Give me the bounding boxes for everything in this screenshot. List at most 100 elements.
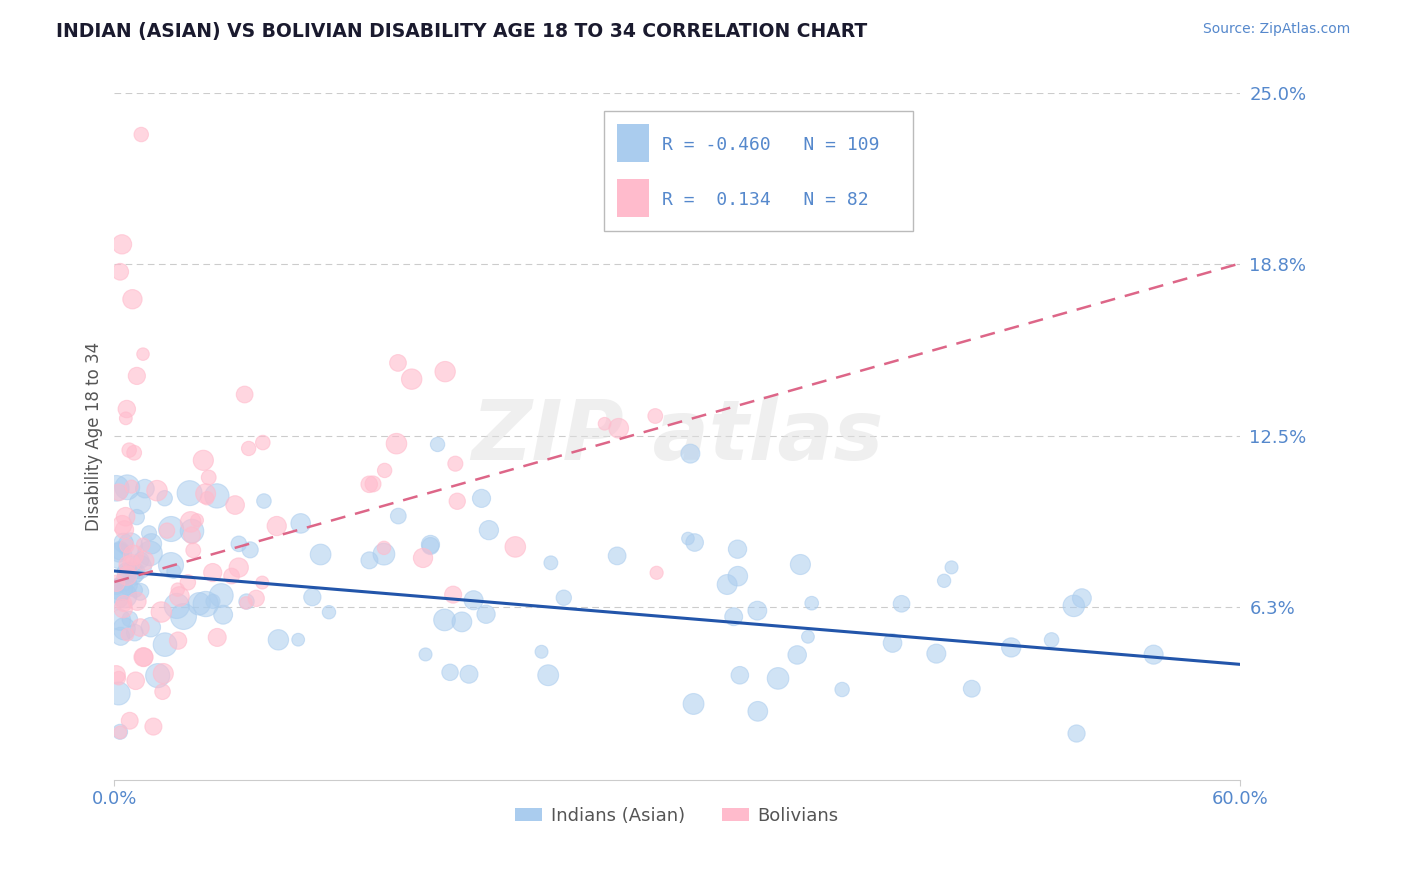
Point <box>451 615 474 629</box>
Point <box>107 686 129 700</box>
Point <box>831 682 853 697</box>
Point <box>141 537 163 551</box>
Point <box>121 556 143 570</box>
Point <box>530 645 553 659</box>
Point <box>152 666 174 681</box>
Point <box>125 594 148 608</box>
Point <box>800 596 823 610</box>
Point <box>553 591 575 605</box>
Point <box>387 509 409 524</box>
Point <box>112 622 135 636</box>
Point <box>212 607 235 622</box>
Point <box>121 292 143 306</box>
Point <box>169 590 191 604</box>
Point <box>180 515 202 529</box>
Point <box>645 566 668 580</box>
Point <box>122 548 145 562</box>
Point <box>166 599 188 613</box>
Point <box>124 673 146 688</box>
Point <box>415 648 437 662</box>
Point <box>108 545 131 559</box>
Point <box>925 647 948 661</box>
Point <box>129 621 152 635</box>
Point <box>186 513 208 527</box>
Point <box>163 564 186 578</box>
Point <box>160 558 183 573</box>
Point <box>128 560 150 574</box>
Point <box>117 578 139 592</box>
Point <box>797 630 820 644</box>
Point <box>207 631 229 645</box>
Point <box>108 543 131 558</box>
Point <box>114 523 136 537</box>
Point <box>239 542 262 557</box>
Point <box>446 494 468 508</box>
Point <box>228 560 250 574</box>
Point <box>644 409 666 423</box>
Point <box>150 605 173 619</box>
Point <box>727 569 749 583</box>
Point <box>786 648 808 662</box>
Point <box>125 510 148 524</box>
Point <box>166 582 188 597</box>
Point <box>132 650 155 665</box>
Point <box>188 597 211 611</box>
Point <box>682 697 704 711</box>
Legend: Indians (Asian), Bolivians: Indians (Asian), Bolivians <box>508 800 846 832</box>
Point <box>194 486 217 500</box>
Point <box>537 668 560 682</box>
Point <box>478 523 501 537</box>
Point <box>152 684 174 698</box>
Point <box>110 725 132 739</box>
Point <box>177 575 200 590</box>
Point <box>385 436 408 450</box>
Point <box>201 594 224 608</box>
Point <box>1066 726 1088 740</box>
Point <box>108 549 131 563</box>
Point <box>444 457 467 471</box>
Point <box>111 518 134 533</box>
Point <box>727 542 749 557</box>
Point <box>112 574 135 589</box>
Point <box>252 435 274 450</box>
Point <box>433 613 456 627</box>
Point <box>108 485 131 500</box>
Point <box>607 421 630 435</box>
Point <box>235 594 257 608</box>
Point <box>118 714 141 728</box>
Point <box>105 667 128 681</box>
Point <box>287 632 309 647</box>
Point <box>134 554 156 568</box>
Point <box>470 491 492 506</box>
Point <box>728 668 751 682</box>
Point <box>221 569 243 583</box>
Point <box>110 582 132 597</box>
Point <box>426 437 449 451</box>
Point <box>124 583 146 598</box>
Point <box>124 566 146 580</box>
Point <box>197 470 219 484</box>
Point <box>180 528 202 542</box>
Point <box>117 480 139 494</box>
Point <box>124 625 146 640</box>
Point <box>318 605 340 619</box>
Point <box>789 558 811 572</box>
Point <box>419 537 441 551</box>
Point <box>1000 640 1022 655</box>
Point <box>374 463 396 477</box>
Point <box>205 489 228 503</box>
Point <box>112 597 135 611</box>
Point <box>235 596 257 610</box>
Point <box>108 724 131 739</box>
Point <box>112 536 135 550</box>
Point <box>156 524 179 538</box>
Point <box>105 576 128 591</box>
Point <box>458 667 481 681</box>
Point <box>1063 599 1085 613</box>
Point <box>153 491 176 506</box>
Point <box>132 538 155 552</box>
Point <box>125 368 148 383</box>
Point <box>153 638 176 652</box>
Point <box>224 498 246 512</box>
Point <box>387 356 409 370</box>
